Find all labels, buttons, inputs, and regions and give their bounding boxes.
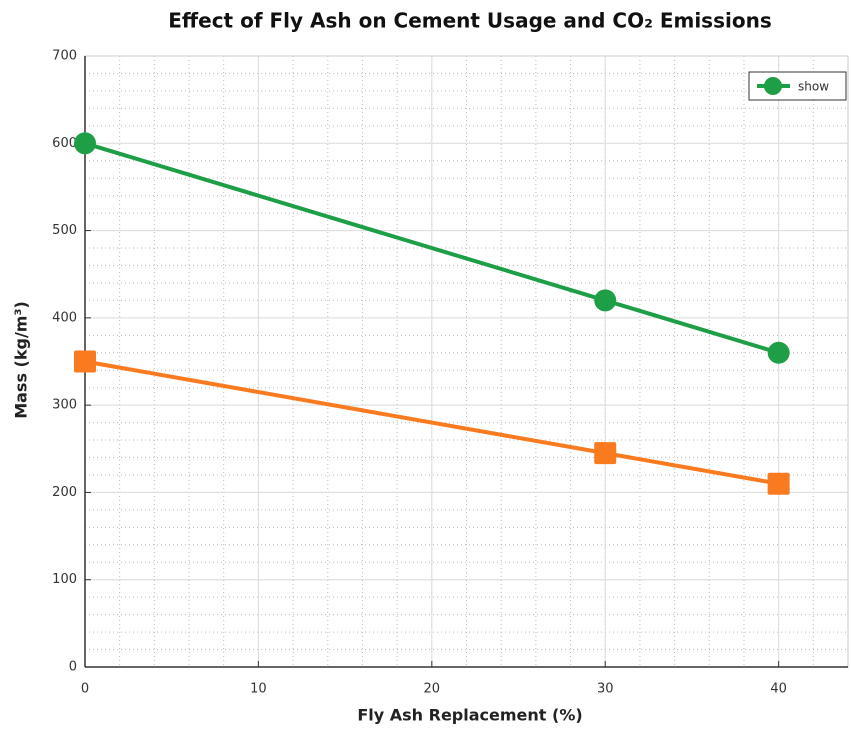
marker [767,472,790,495]
legend-marker [764,77,782,95]
marker [594,442,617,465]
x-tick-label: 10 [250,682,267,697]
x-axis-label: Fly Ash Replacement (%) [357,706,582,725]
y-tick-label: 500 [52,223,77,238]
x-tick-label: 20 [424,682,441,697]
marker [594,289,617,312]
y-tick-label: 200 [52,485,77,500]
marker [74,132,96,155]
y-tick-label: 700 [52,49,77,64]
y-tick-label: 100 [52,572,77,587]
y-tick-label: 300 [52,398,77,413]
marker [74,350,96,373]
marker [767,341,790,364]
x-tick-label: 30 [597,682,614,697]
x-tick-label: 40 [770,682,787,697]
legend-label: show [798,80,829,94]
y-axis-label: Mass (kg/m³) [12,301,31,419]
x-tick-label: 0 [81,682,89,697]
y-tick-label: 400 [52,310,77,325]
plot-frame [84,55,849,668]
chart-title: Effect of Fly Ash on Cement Usage and CO… [168,9,771,33]
y-tick-label: 600 [52,136,77,151]
y-tick-label: 0 [69,660,77,675]
